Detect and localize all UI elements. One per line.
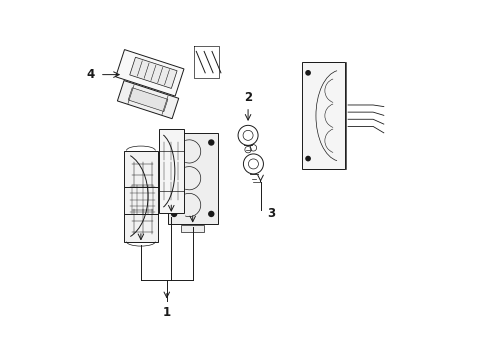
Circle shape bbox=[305, 70, 310, 76]
Text: 1: 1 bbox=[163, 306, 170, 319]
Polygon shape bbox=[117, 81, 178, 119]
Polygon shape bbox=[129, 57, 177, 89]
Polygon shape bbox=[116, 50, 183, 96]
Polygon shape bbox=[181, 225, 203, 232]
Polygon shape bbox=[301, 62, 344, 169]
Text: 2: 2 bbox=[244, 91, 252, 104]
Polygon shape bbox=[167, 133, 217, 224]
Circle shape bbox=[207, 139, 214, 146]
Text: 3: 3 bbox=[266, 207, 275, 220]
Polygon shape bbox=[123, 150, 158, 242]
Polygon shape bbox=[128, 88, 167, 112]
Circle shape bbox=[207, 211, 214, 217]
Text: 4: 4 bbox=[86, 68, 95, 81]
Polygon shape bbox=[159, 129, 183, 213]
Circle shape bbox=[171, 211, 177, 217]
Circle shape bbox=[305, 156, 310, 161]
Circle shape bbox=[171, 139, 177, 146]
